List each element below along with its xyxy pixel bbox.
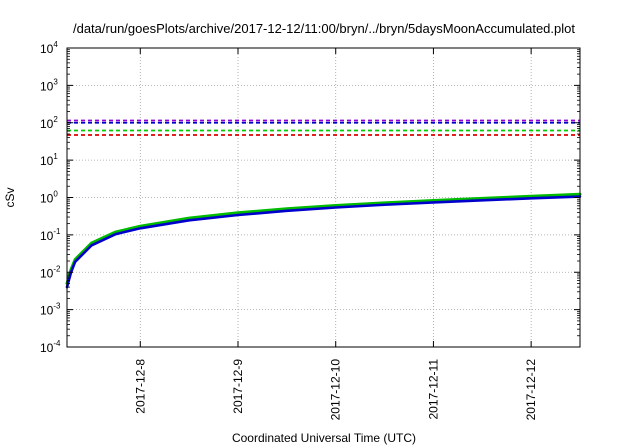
y-tick-label: 102 <box>40 115 58 131</box>
y-axis-ticks: 10-4 10-3 10-2 10-1 100 101 102 103 104 <box>40 40 580 355</box>
x-axis-ticks: 2017-12-8 2017-12-9 2017-12-10 2017-12-11 20… <box>133 48 538 420</box>
chart-title: /data/run/goesPlots/archive/2017-12-12/1… <box>73 21 575 36</box>
x-tick-label: 2017-12-11 <box>426 359 440 420</box>
reference-lines <box>67 119 580 136</box>
y-tick-label: 103 <box>40 77 58 93</box>
series-lines <box>65 192 582 289</box>
x-tick-label: 2017-12-9 <box>231 359 245 414</box>
x-tick-label: 2017-12-8 <box>133 359 147 414</box>
y-tick-label: 10-1 <box>40 227 61 243</box>
x-tick-label: 2017-12-10 <box>329 359 343 421</box>
y-tick-label: 10-2 <box>40 264 61 280</box>
series-line <box>65 195 582 289</box>
y-tick-label: 101 <box>40 152 58 168</box>
grid <box>67 48 580 347</box>
x-tick-label: 2017-12-12 <box>524 359 538 421</box>
y-tick-label: 10-3 <box>40 302 61 318</box>
y-tick-label: 104 <box>40 40 58 56</box>
y-tick-label: 100 <box>40 190 58 206</box>
y-tick-label: 10-4 <box>40 339 61 355</box>
x-axis-label: Coordinated Universal Time (UTC) <box>232 431 416 445</box>
series-line <box>65 192 582 285</box>
y-axis-label: cSv <box>3 187 17 207</box>
